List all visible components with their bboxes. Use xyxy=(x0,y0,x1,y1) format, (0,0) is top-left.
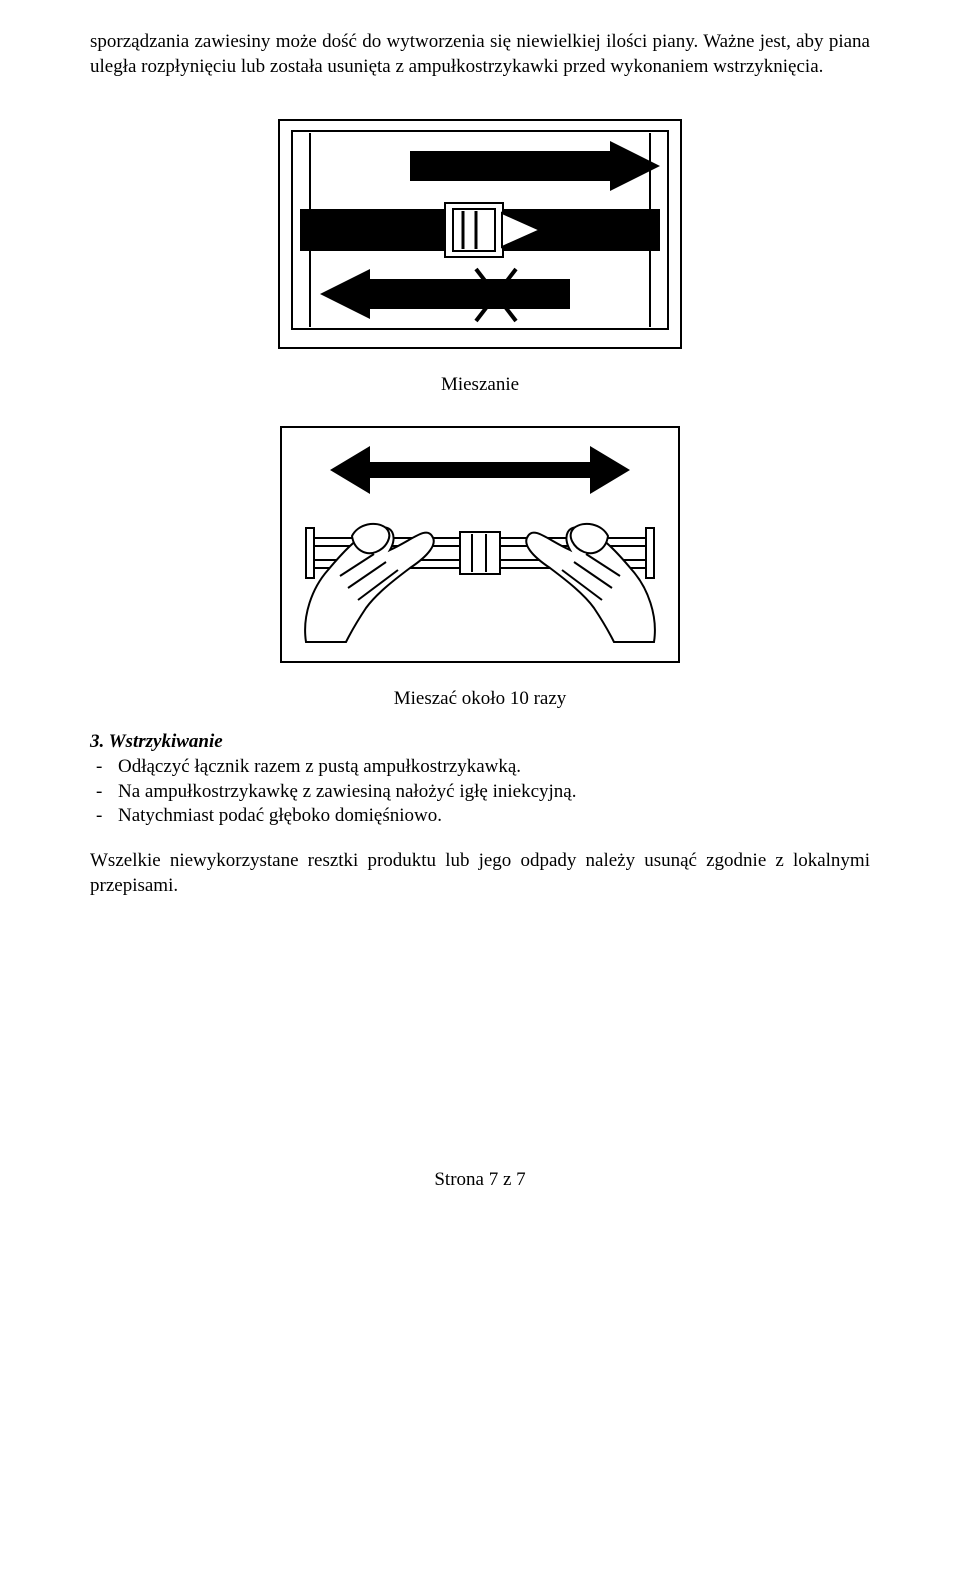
list-item: - Na ampułkostrzykawkę z zawiesiną nałoż… xyxy=(90,780,870,805)
list-item-text: Na ampułkostrzykawkę z zawiesiną nałożyć… xyxy=(118,780,576,805)
figure-1-caption: Mieszanie xyxy=(441,373,519,398)
figure-2-svg xyxy=(282,428,678,654)
dash-icon: - xyxy=(90,780,118,805)
section-block: 3. Wstrzykiwanie - Odłączyć łącznik raze… xyxy=(90,730,870,829)
figure-1-frame xyxy=(278,119,682,349)
dash-icon: - xyxy=(90,804,118,829)
figure-1-svg xyxy=(280,121,680,339)
figure-2-container: Mieszać około 10 razy xyxy=(90,426,870,720)
list-item: - Natychmiast podać głęboko domięśniowo. xyxy=(90,804,870,829)
bullet-list: - Odłączyć łącznik razem z pustą ampułko… xyxy=(90,755,870,829)
list-item-text: Natychmiast podać głęboko domięśniowo. xyxy=(118,804,442,829)
section-title: 3. Wstrzykiwanie xyxy=(90,730,870,755)
dash-icon: - xyxy=(90,755,118,780)
figure-2-caption: Mieszać około 10 razy xyxy=(394,687,567,712)
intro-paragraph: sporządzania zawiesiny może dość do wytw… xyxy=(90,30,870,79)
page-footer: Strona 7 z 7 xyxy=(90,1168,870,1193)
after-list-paragraph: Wszelkie niewykorzystane resztki produkt… xyxy=(90,849,870,898)
figure-2-frame xyxy=(280,426,680,664)
list-item-text: Odłączyć łącznik razem z pustą ampułkost… xyxy=(118,755,521,780)
figure-1-container: Mieszanie xyxy=(90,119,870,405)
list-item: - Odłączyć łącznik razem z pustą ampułko… xyxy=(90,755,870,780)
